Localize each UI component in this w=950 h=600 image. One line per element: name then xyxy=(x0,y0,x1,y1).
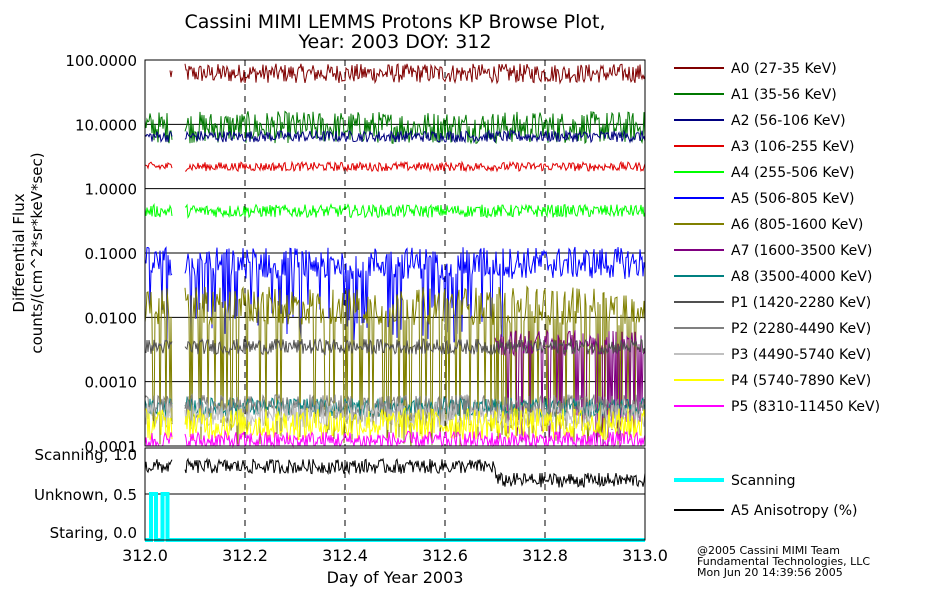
flux-y-tick-label: 10.0000 xyxy=(75,116,137,134)
scan-legend-entry: Scanning xyxy=(674,473,796,489)
flux-series-line xyxy=(144,401,646,430)
flux-y-tick-labels: 100.0000 10.0000 1.0000 0.1000 0.0100 0.0010 0… xyxy=(65,52,137,456)
flux-y-tick-label: 0.1000 xyxy=(85,245,138,263)
x-tick-label: 312.6 xyxy=(422,546,468,565)
flux-legend-entry: A5 (506-805 KeV) xyxy=(674,191,854,207)
flux-series-line xyxy=(144,429,646,448)
x-axis-tick-labels: 312.0 312.2 312.4 312.6 312.8 313.0 xyxy=(122,546,668,565)
scan-grid xyxy=(145,448,645,540)
flux-legend-entry: A6 (805-1600 KeV) xyxy=(674,217,863,233)
flux-series-line xyxy=(144,110,646,145)
plot-title-line2: Year: 2003 DOY: 312 xyxy=(297,31,491,53)
flux-legend-entry: A0 (27-35 KeV) xyxy=(674,61,837,77)
flux-series-line xyxy=(144,407,646,442)
legend-label: Scanning xyxy=(731,473,796,489)
flux-legend: A0 (27-35 KeV) A1 (35-56 KeV) A2 (56-106 K… xyxy=(674,61,880,415)
flux-legend-entry: A3 (106-255 KeV) xyxy=(674,139,854,155)
legend-label: P3 (4490-5740 KeV) xyxy=(731,347,871,363)
credits-line3: Mon Jun 20 14:39:56 2005 xyxy=(697,566,843,579)
flux-series-line xyxy=(144,202,646,220)
scan-y-tick-label: Staring, 0.0 xyxy=(50,524,137,542)
flux-y-tick-label: 0.0001 xyxy=(85,438,138,456)
flux-legend-entry: P2 (2280-4490 KeV) xyxy=(674,321,871,337)
flux-legend-entry: A2 (56-106 KeV) xyxy=(674,113,846,129)
legend-label: A4 (255-506 KeV) xyxy=(731,165,854,181)
flux-legend-entry: P4 (5740-7890 KeV) xyxy=(674,373,871,389)
flux-y-tick-label: 0.0010 xyxy=(85,374,138,392)
flux-panel-frame xyxy=(144,59,646,447)
x-tick-label: 312.4 xyxy=(322,546,368,565)
credits-line2: Fundamental Technologies, LLC xyxy=(697,555,870,568)
flux-y-axis-label-line2: counts/(cm^2*sr*keV*sec) xyxy=(28,152,46,353)
flux-y-tick-label: 0.0100 xyxy=(85,309,138,327)
flux-legend-entry: A7 (1600-3500 KeV) xyxy=(674,243,872,259)
legend-label: P2 (2280-4490 KeV) xyxy=(731,321,871,337)
scan-panel: Scanning, 1.0 Unknown, 0.5 Staring, 0.0 xyxy=(34,446,646,542)
credits-line1: @2005 Cassini MIMI Team xyxy=(697,544,840,557)
legend-label: A6 (805-1600 KeV) xyxy=(731,217,863,233)
flux-series-group xyxy=(144,63,646,448)
legend-label: P4 (5740-7890 KeV) xyxy=(731,373,871,389)
scan-y-tick-labels: Scanning, 1.0 Unknown, 0.5 Staring, 0.0 xyxy=(34,446,137,542)
flux-legend-entry: A4 (255-506 KeV) xyxy=(674,165,854,181)
legend-label: A0 (27-35 KeV) xyxy=(731,61,837,77)
anisotropy-series-line xyxy=(144,457,646,488)
flux-y-tick-label: 100.0000 xyxy=(65,52,137,70)
flux-y-tick-label: 1.0000 xyxy=(85,181,138,199)
flux-series-line xyxy=(169,63,646,85)
legend-label: A8 (3500-4000 KeV) xyxy=(731,269,872,285)
legend-label: A7 (1600-3500 KeV) xyxy=(731,243,872,259)
scan-series-group xyxy=(144,457,646,542)
scan-y-tick-label: Unknown, 0.5 xyxy=(34,486,137,504)
scan-legend-entry: A5 Anisotropy (%) xyxy=(674,503,858,519)
x-axis-label: Day of Year 2003 xyxy=(327,568,464,587)
credits-block: @2005 Cassini MIMI Team Fundamental Tech… xyxy=(697,544,870,579)
flux-legend-entry: A1 (35-56 KeV) xyxy=(674,87,837,103)
legend-label: A5 Anisotropy (%) xyxy=(731,503,858,519)
flux-series-line xyxy=(144,337,646,356)
flux-legend-entry: A8 (3500-4000 KeV) xyxy=(674,269,872,285)
scan-y-tick-label: Scanning, 1.0 xyxy=(34,446,137,464)
flux-series-line xyxy=(144,285,646,446)
x-tick-label: 312.2 xyxy=(222,546,268,565)
plot-title-line1: Cassini MIMI LEMMS Protons KP Browse Plo… xyxy=(184,11,605,33)
flux-series-line xyxy=(144,160,646,173)
flux-panel: 100.0000 10.0000 1.0000 0.1000 0.0100 0.0010 0… xyxy=(10,52,646,456)
flux-y-axis-label-line1: Differential Flux xyxy=(10,193,28,312)
scan-legend: Scanning A5 Anisotropy (%) xyxy=(674,473,858,519)
flux-legend-entry: P3 (4490-5740 KeV) xyxy=(674,347,871,363)
scan-panel-frame xyxy=(144,447,646,541)
legend-label: A1 (35-56 KeV) xyxy=(731,87,837,103)
legend-label: A5 (506-805 KeV) xyxy=(731,191,854,207)
legend-label: P5 (8310-11450 KeV) xyxy=(731,399,880,415)
x-tick-label: 313.0 xyxy=(622,546,668,565)
legend-label: A3 (106-255 KeV) xyxy=(731,139,854,155)
flux-legend-entry: P1 (1420-2280 KeV) xyxy=(674,295,871,311)
legend-label: A2 (56-106 KeV) xyxy=(731,113,846,129)
scanning-series-line xyxy=(145,492,645,542)
flux-legend-entry: P5 (8310-11450 KeV) xyxy=(674,399,880,415)
legend-label: P1 (1420-2280 KeV) xyxy=(731,295,871,311)
flux-series-line xyxy=(144,129,646,144)
x-tick-label: 312.8 xyxy=(522,546,568,565)
x-tick-label: 312.0 xyxy=(122,546,168,565)
